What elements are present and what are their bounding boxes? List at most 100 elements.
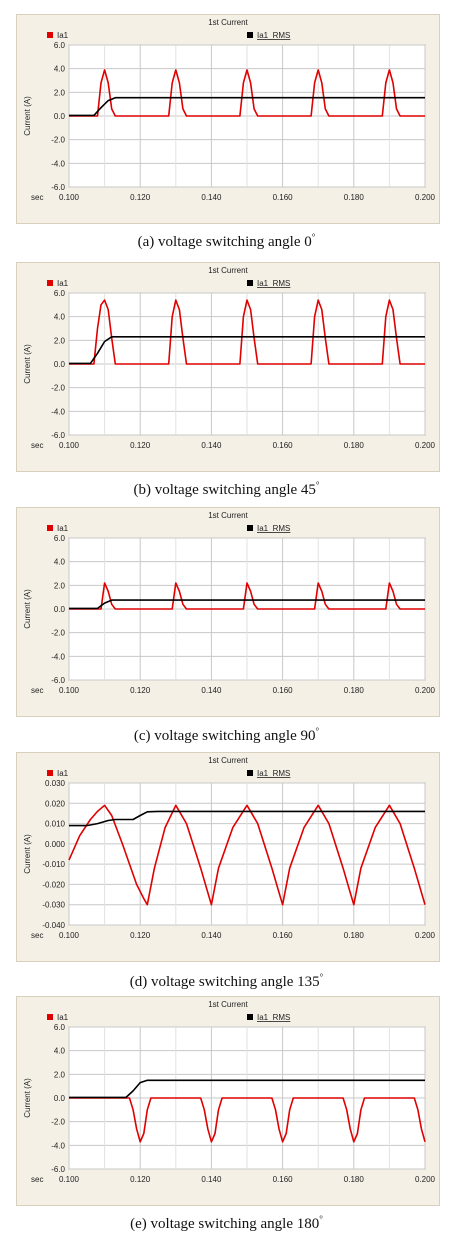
y-tick-label: 0.000	[45, 840, 66, 849]
x-tick-label: 0.100	[59, 1175, 80, 1184]
legend-label-ia1-rms[interactable]: Ia1_RMS	[257, 31, 290, 40]
chart-panel-e: 1st Current Ia1 Ia1_RMS 6.0 4.0 2.0 0.0 -2.0 -4.…	[16, 996, 440, 1206]
chart-panel-c: 1st Current Ia1 Ia1_RMS 6.0 4.0 2.0 0.0 -2.0 -4.…	[16, 507, 440, 717]
caption-b-text: (b) voltage switching angle 45	[133, 482, 316, 498]
caption-c-degree: °	[315, 726, 320, 736]
y-tick-label: -2.0	[51, 629, 65, 638]
x-tick-label: 0.100	[59, 686, 80, 695]
chart-panel-d: 1st Current Ia1 Ia1_RMS 0.030 0.020 0.010 0.00…	[16, 752, 440, 962]
x-tick-label: 0.120	[130, 686, 151, 695]
y-tick-label: 2.0	[54, 581, 66, 590]
legend-swatch-ia1	[47, 1014, 53, 1020]
y-tick-label: 4.0	[54, 313, 66, 322]
y-tick-label: 2.0	[54, 1070, 66, 1079]
y-tick-label: 0.0	[54, 360, 66, 369]
y-axis-label: Current (A)	[23, 344, 32, 384]
y-tick-label: -6.0	[51, 676, 65, 685]
chart-title: 1st Current	[208, 266, 248, 275]
legend-label-ia1-rms[interactable]: Ia1_RMS	[257, 769, 290, 778]
y-tick-label: -2.0	[51, 136, 65, 145]
y-tick-label: -4.0	[51, 407, 65, 416]
x-tick-label: 0.180	[344, 686, 365, 695]
y-tick-label: 4.0	[54, 558, 66, 567]
caption-a: (a) voltage switching angle 0°	[0, 232, 453, 251]
series-line-ia1	[69, 299, 425, 365]
legend-label-ia1[interactable]: Ia1	[57, 1013, 69, 1022]
x-tick-label: 0.200	[415, 193, 436, 202]
x-tick-label: 0.100	[59, 193, 80, 202]
chart-svg-d: 1st Current Ia1 Ia1_RMS 0.030 0.020 0.010 0.00…	[23, 756, 436, 940]
y-axis-label: Current (A)	[23, 834, 32, 874]
legend-label-ia1-rms[interactable]: Ia1_RMS	[257, 1013, 290, 1022]
x-tick-label: 0.180	[344, 193, 365, 202]
series-line-ia1-rms	[69, 810, 425, 827]
y-axis-label: Current (A)	[23, 589, 32, 629]
x-axis-label: sec	[31, 1175, 43, 1184]
legend-swatch-ia1	[47, 525, 53, 531]
y-tick-label: -6.0	[51, 431, 65, 440]
y-tick-label: -2.0	[51, 384, 65, 393]
caption-c-text: (c) voltage switching angle 90	[133, 728, 316, 744]
legend-label-ia1[interactable]: Ia1	[57, 524, 69, 533]
legend-label-ia1-rms[interactable]: Ia1_RMS	[257, 524, 290, 533]
caption-d-degree: °	[319, 972, 324, 982]
y-tick-label: -4.0	[51, 652, 65, 661]
caption-e-text: (e) voltage switching angle 180	[130, 1216, 320, 1232]
legend-swatch-ia1-rms	[247, 525, 253, 531]
y-tick-label: -4.0	[51, 159, 65, 168]
x-tick-label: 0.180	[344, 931, 365, 940]
y-tick-label: 0.010	[45, 820, 66, 829]
caption-a-text: (a) voltage switching angle 0	[137, 234, 312, 250]
chart-svg-e: 1st Current Ia1 Ia1_RMS 6.0 4.0 2.0 0.0 -2.0 -4.…	[23, 1000, 436, 1184]
chart-svg-b: 1st Current Ia1 Ia1_RMS 6.0 4.0 2.0 0.0 -2.0 -4.…	[23, 266, 436, 450]
x-tick-label: 0.140	[201, 193, 222, 202]
y-tick-label: 0.030	[45, 779, 66, 788]
legend-swatch-ia1	[47, 32, 53, 38]
chart-title: 1st Current	[208, 756, 248, 765]
x-tick-label: 0.160	[273, 931, 294, 940]
chart-title: 1st Current	[208, 18, 248, 27]
x-tick-label: 0.100	[59, 441, 80, 450]
x-tick-label: 0.120	[130, 441, 151, 450]
y-axis-label: Current (A)	[23, 96, 32, 136]
caption-e-degree: °	[319, 1214, 323, 1224]
x-tick-label: 0.140	[201, 931, 222, 940]
y-tick-label: -6.0	[51, 183, 65, 192]
series-line-ia1	[68, 804, 426, 906]
legend-swatch-ia1-rms	[247, 32, 253, 38]
y-tick-label: 6.0	[54, 289, 66, 298]
y-tick-label: -4.0	[51, 1141, 65, 1150]
x-tick-label: 0.100	[59, 931, 80, 940]
x-tick-label: 0.140	[201, 441, 222, 450]
y-tick-label: 6.0	[54, 1023, 66, 1032]
y-tick-label: 6.0	[54, 534, 66, 543]
y-tick-label: -0.030	[42, 901, 65, 910]
legend-swatch-ia1-rms	[247, 280, 253, 286]
y-tick-label: 0.0	[54, 1094, 66, 1103]
chart-title: 1st Current	[208, 1000, 248, 1009]
x-tick-label: 0.200	[415, 441, 436, 450]
legend-label-ia1[interactable]: Ia1	[57, 31, 69, 40]
legend-label-ia1[interactable]: Ia1	[57, 279, 69, 288]
caption-d: (d) voltage switching angle 135°	[0, 972, 453, 991]
y-tick-label: -0.020	[42, 880, 65, 889]
x-tick-label: 0.140	[201, 686, 222, 695]
x-tick-label: 0.180	[344, 441, 365, 450]
legend-label-ia1[interactable]: Ia1	[57, 769, 69, 778]
y-tick-label: 2.0	[54, 336, 66, 345]
x-tick-label: 0.120	[130, 1175, 151, 1184]
legend-label-ia1-rms[interactable]: Ia1_RMS	[257, 279, 290, 288]
caption-c: (c) voltage switching angle 90°	[0, 726, 453, 745]
y-tick-label: 0.0	[54, 112, 66, 121]
x-tick-label: 0.120	[130, 193, 151, 202]
x-tick-label: 0.160	[273, 441, 294, 450]
chart-title: 1st Current	[208, 511, 248, 520]
legend-swatch-ia1	[47, 280, 53, 286]
series-line-ia1-rms	[69, 336, 425, 365]
series-line-ia1-rms	[69, 96, 425, 117]
x-tick-label: 0.180	[344, 1175, 365, 1184]
x-tick-label: 0.120	[130, 931, 151, 940]
chart-panel-a: 1st Current Ia1 Ia1_RMS 6.0 4.0 2.0 0.0 -2.0 -4.…	[16, 14, 440, 224]
series-line-ia1	[69, 582, 425, 610]
y-tick-label: 2.0	[54, 88, 66, 97]
